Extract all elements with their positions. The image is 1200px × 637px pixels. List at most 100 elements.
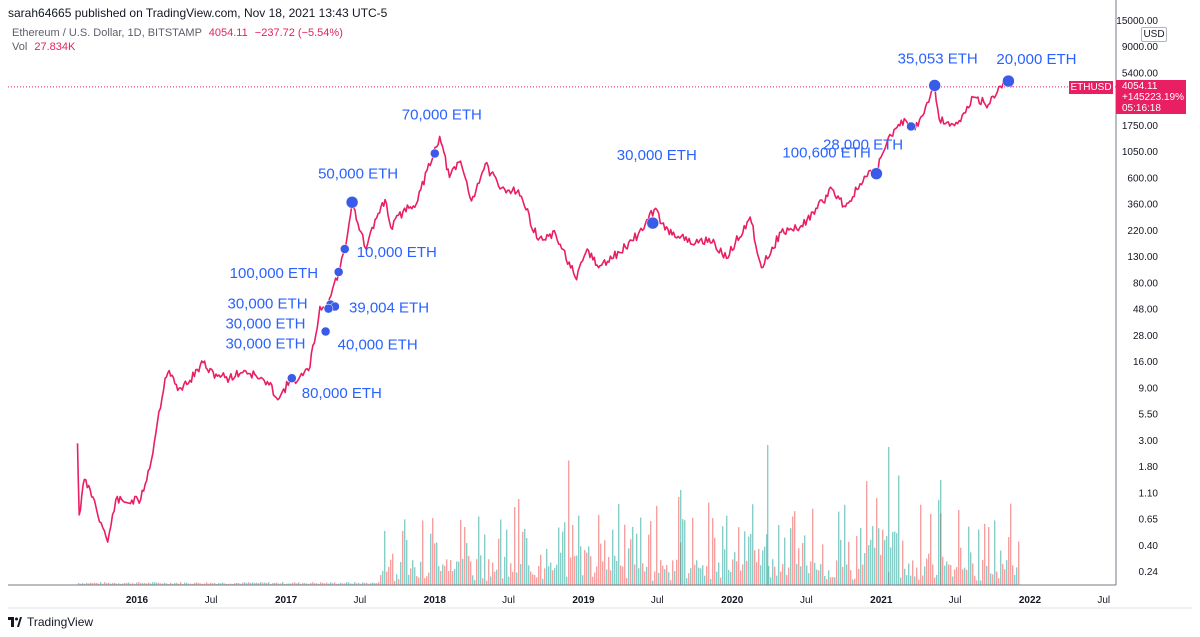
volume-bar bbox=[208, 583, 210, 585]
volume-bar bbox=[396, 574, 398, 585]
volume-bar bbox=[788, 567, 790, 585]
volume-bar bbox=[1000, 550, 1002, 585]
volume-bar bbox=[304, 583, 306, 585]
volume-bar bbox=[520, 564, 522, 585]
volume-bar bbox=[756, 562, 758, 585]
volume-bar bbox=[838, 511, 840, 585]
x-tick-label: Jul bbox=[800, 595, 813, 606]
y-tick-label: 5400.00 bbox=[1122, 68, 1159, 79]
tag-change: +145223.19% bbox=[1122, 92, 1185, 103]
annotation-marker[interactable] bbox=[928, 79, 941, 92]
volume-bar bbox=[86, 582, 88, 585]
volume-bar bbox=[378, 582, 380, 585]
volume-bar bbox=[90, 582, 92, 585]
volume-bar bbox=[488, 559, 490, 585]
volume-bar bbox=[992, 574, 994, 585]
volume-label: Vol bbox=[12, 41, 28, 53]
tag-price: 4054.11 bbox=[1122, 81, 1158, 92]
x-tick-label: Jul bbox=[353, 595, 366, 606]
volume-bar bbox=[594, 572, 596, 585]
volume-bar bbox=[234, 583, 236, 585]
volume-bar bbox=[892, 531, 894, 585]
volume-bar bbox=[344, 583, 346, 585]
y-tick-label: 48.00 bbox=[1133, 305, 1158, 316]
volume-bar bbox=[836, 560, 838, 585]
annotation-marker[interactable] bbox=[340, 244, 350, 254]
volume-bar bbox=[1018, 541, 1020, 585]
volume-bar bbox=[310, 583, 312, 585]
volume-bar bbox=[194, 582, 196, 585]
volume-bar bbox=[438, 566, 440, 585]
volume-bar bbox=[362, 582, 364, 585]
volume-bar bbox=[704, 575, 706, 585]
volume-bar bbox=[272, 583, 274, 585]
annotation-label: 30,000 ETH bbox=[225, 316, 305, 333]
annotation-marker[interactable] bbox=[906, 121, 916, 132]
x-tick-label: 2019 bbox=[572, 595, 595, 606]
volume-bar bbox=[534, 575, 536, 585]
volume-bar bbox=[674, 571, 676, 585]
volume-bar bbox=[684, 520, 686, 585]
volume-bar bbox=[374, 583, 376, 585]
volume-bar bbox=[948, 564, 950, 585]
volume-bar bbox=[180, 582, 182, 585]
volume-bar bbox=[168, 583, 170, 585]
currency-badge[interactable]: USD bbox=[1141, 27, 1167, 42]
volume-bar bbox=[678, 496, 680, 585]
annotation-marker[interactable] bbox=[345, 196, 359, 209]
volume-bar bbox=[638, 568, 640, 585]
annotation-label: 39,004 ETH bbox=[349, 300, 429, 317]
volume-bar bbox=[906, 575, 908, 585]
annotation-marker[interactable] bbox=[870, 167, 883, 180]
volume-bar bbox=[464, 527, 466, 585]
volume-bar bbox=[442, 564, 444, 585]
y-tick-label: 16.00 bbox=[1133, 357, 1158, 368]
volume-bar bbox=[152, 582, 154, 585]
volume-bar bbox=[890, 547, 892, 585]
volume-bar bbox=[1008, 537, 1010, 585]
annotation-marker[interactable] bbox=[646, 216, 660, 230]
volume-bar bbox=[202, 583, 204, 585]
volume-bar bbox=[332, 583, 334, 585]
volume-bar bbox=[476, 559, 478, 585]
volume-bar bbox=[590, 556, 592, 585]
volume-bar bbox=[508, 576, 510, 585]
volume-bar bbox=[314, 583, 316, 585]
annotation-marker[interactable] bbox=[430, 148, 440, 159]
volume-bar bbox=[910, 575, 912, 585]
volume-bar bbox=[104, 582, 106, 585]
annotation-marker[interactable] bbox=[1002, 74, 1015, 88]
volume-bar bbox=[82, 583, 84, 585]
footer-brand[interactable]: TradingView bbox=[8, 615, 93, 629]
volume-bar bbox=[504, 556, 506, 585]
volume-bar bbox=[806, 565, 808, 585]
volume-bar bbox=[128, 582, 130, 585]
volume-bar bbox=[148, 582, 150, 585]
volume-bar bbox=[236, 582, 238, 585]
volume-bar bbox=[424, 578, 426, 585]
annotation-marker[interactable] bbox=[320, 326, 331, 337]
annotation-marker[interactable] bbox=[323, 303, 334, 314]
volume-bar bbox=[354, 582, 356, 585]
volume-bar bbox=[988, 527, 990, 585]
y-tick-label: 80.00 bbox=[1133, 278, 1158, 289]
volume-bar bbox=[940, 480, 942, 585]
volume-bar bbox=[466, 542, 468, 585]
annotation-marker[interactable] bbox=[287, 373, 297, 383]
volume-bar bbox=[188, 583, 190, 585]
volume-bar bbox=[248, 582, 250, 585]
volume-bar bbox=[458, 561, 460, 585]
volume-bar bbox=[250, 583, 252, 585]
volume-bar bbox=[860, 528, 862, 585]
volume-bar bbox=[364, 582, 366, 585]
volume-bar bbox=[876, 498, 878, 585]
annotation-marker[interactable] bbox=[333, 267, 344, 277]
volume-bar bbox=[418, 577, 420, 585]
annotation-label: 30,000 ETH bbox=[228, 296, 308, 313]
volume-bars bbox=[78, 445, 1020, 585]
volume-bar bbox=[334, 582, 336, 585]
volume-bar bbox=[286, 583, 288, 585]
volume-bar bbox=[722, 526, 724, 585]
